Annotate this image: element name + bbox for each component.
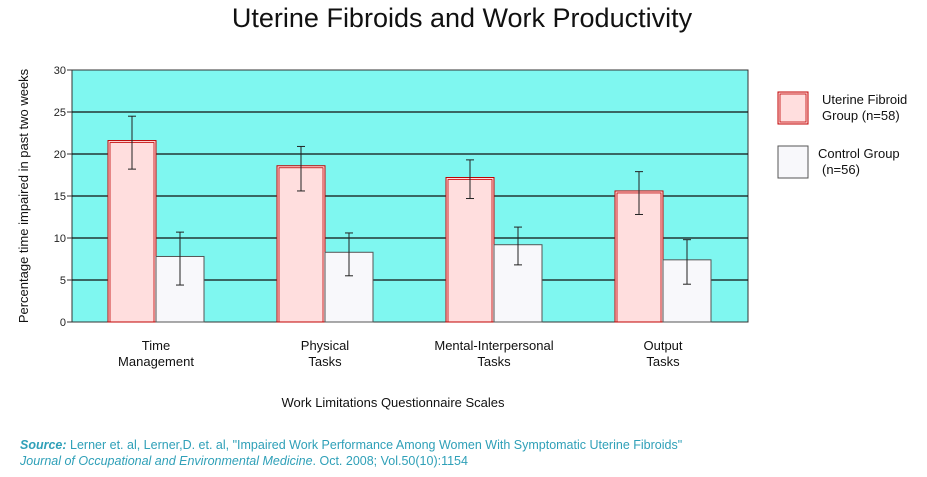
bar-group xyxy=(614,171,664,323)
legend-label-line: (n=56) xyxy=(822,162,860,177)
legend: Uterine Fibroid Group (n=58) Control Group… xyxy=(777,91,907,179)
y-tick-label: 10 xyxy=(54,233,66,245)
x-category-label-line: Tasks xyxy=(308,354,342,369)
x-category-label-line: Tasks xyxy=(646,354,680,369)
x-axis-label: Work Limitations Questionnaire Scales xyxy=(281,395,505,410)
y-tick-label: 15 xyxy=(54,191,66,203)
chart-title: Uterine Fibroids and Work Productivity xyxy=(232,3,693,33)
x-category-label-line: Time xyxy=(142,338,170,353)
legend-swatch-inner-border xyxy=(779,93,807,123)
legend-label-line: Uterine Fibroid xyxy=(822,92,907,107)
source-citation-details: . Oct. 2008; Vol.50(10):1154 xyxy=(312,454,468,468)
source-text: Lerner et. al, Lerner,D. et. al, "Impair… xyxy=(66,438,683,452)
bar-group xyxy=(107,115,157,323)
legend-label-line: Control Group xyxy=(818,146,900,161)
bars xyxy=(107,115,712,323)
x-category-label: Physical Tasks xyxy=(301,338,350,369)
y-axis-ticks: 0 5 10 15 20 25 30 xyxy=(54,65,72,329)
x-category-label-line: Mental-Interpersonal xyxy=(434,338,553,353)
y-tick-label: 0 xyxy=(60,317,66,329)
legend-swatch xyxy=(777,91,809,125)
y-axis-label: Percentage time impaired in past two wee… xyxy=(16,68,31,323)
legend-item: Control Group (n=56) xyxy=(777,145,900,179)
y-tick-label: 20 xyxy=(54,149,66,161)
bar-fibroid xyxy=(445,177,495,323)
legend-item: Uterine Fibroid Group (n=58) xyxy=(777,91,907,125)
x-category-label-line: Output xyxy=(643,338,682,353)
x-category-label: Output Tasks xyxy=(643,338,682,369)
legend-label: Control Group (n=56) xyxy=(818,146,900,177)
x-category-label-line: Tasks xyxy=(477,354,511,369)
chart: Uterine Fibroids and Work Productivity 0… xyxy=(16,3,907,410)
source-label: Source: xyxy=(20,438,67,452)
bar-group xyxy=(276,145,326,323)
legend-label: Uterine Fibroid Group (n=58) xyxy=(822,92,907,123)
legend-label-line: Group (n=58) xyxy=(822,108,900,123)
bar-group xyxy=(155,231,205,323)
y-tick-label: 30 xyxy=(54,65,66,77)
source-line-1: Source: Lerner et. al, Lerner,D. et. al,… xyxy=(20,437,682,453)
source-journal: Journal of Occupational and Environmenta… xyxy=(20,454,313,468)
bar-group xyxy=(493,226,543,323)
bar-group xyxy=(662,239,712,323)
bar-group xyxy=(324,232,374,323)
x-category-label-line: Management xyxy=(118,354,194,369)
y-tick-label: 25 xyxy=(54,107,66,119)
source-line-2: Journal of Occupational and Environmenta… xyxy=(20,453,682,469)
source-citation: Source: Lerner et. al, Lerner,D. et. al,… xyxy=(20,437,682,469)
bar-group xyxy=(445,159,495,323)
x-category-label: Time Management xyxy=(118,338,194,369)
legend-swatch xyxy=(777,145,809,179)
x-category-label-line: Physical xyxy=(301,338,350,353)
x-category-label: Mental-Interpersonal Tasks xyxy=(434,338,553,369)
y-tick-label: 5 xyxy=(60,275,66,287)
